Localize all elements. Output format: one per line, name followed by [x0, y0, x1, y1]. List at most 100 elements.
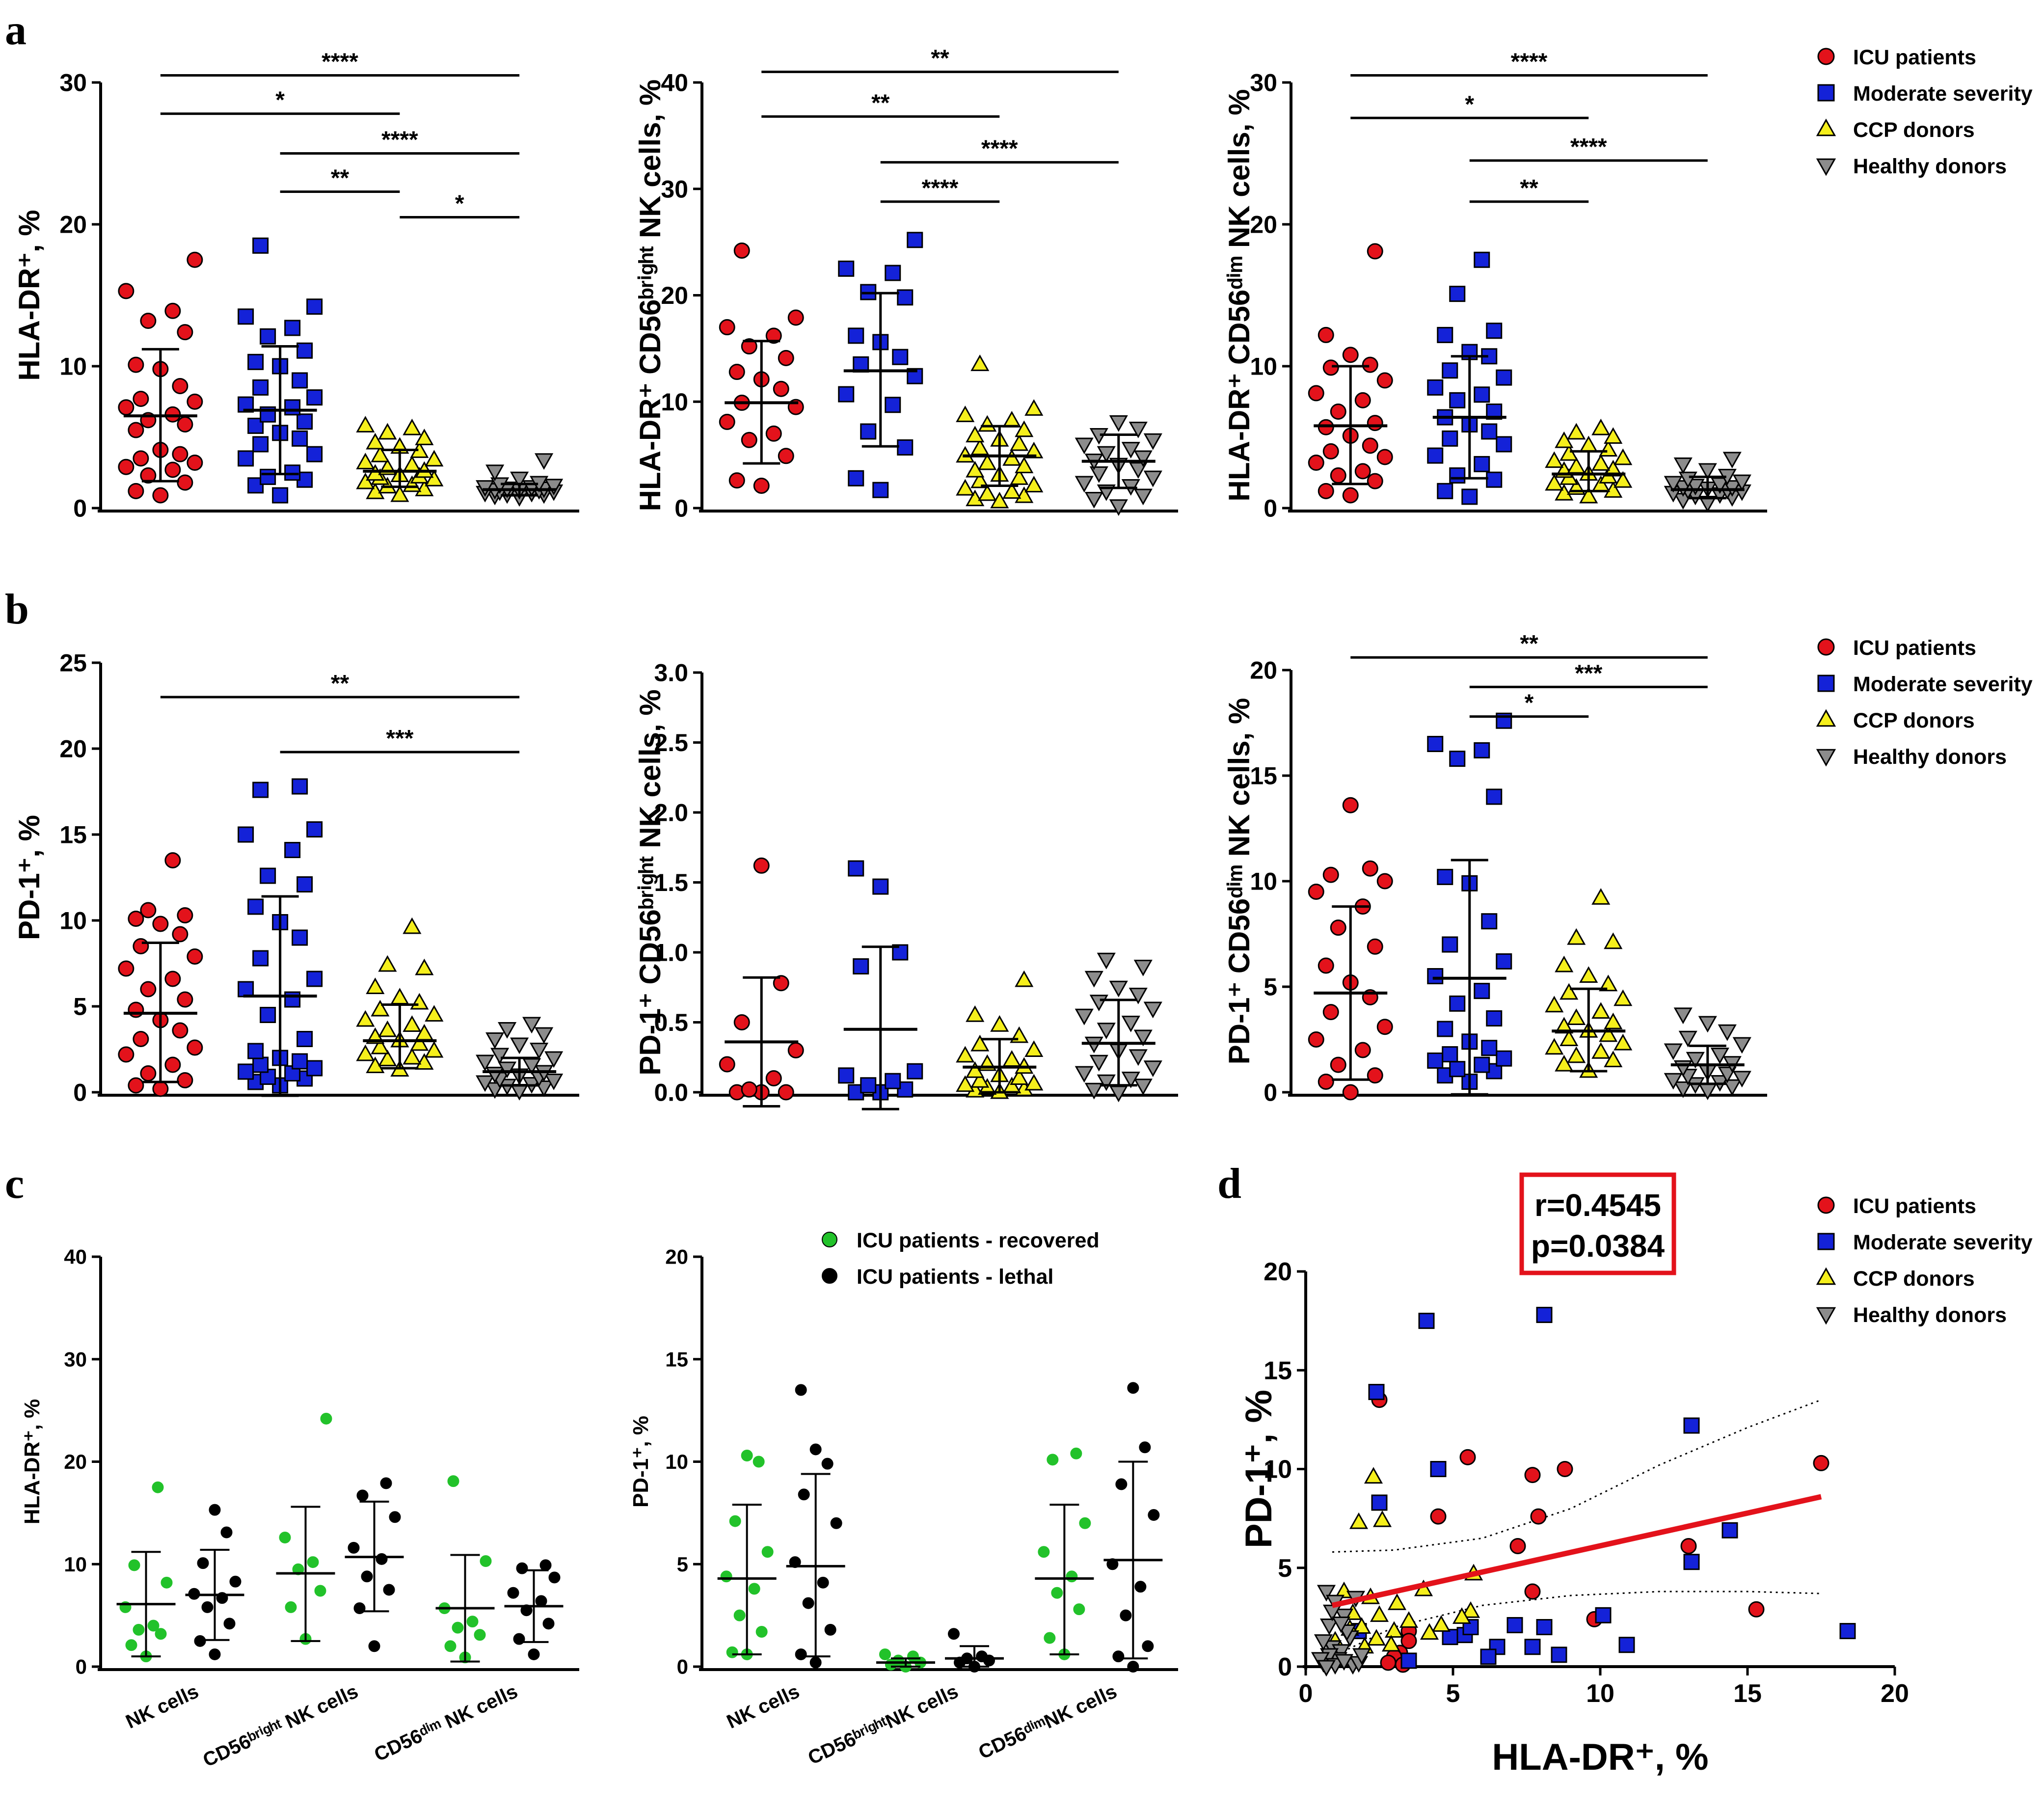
significance-label: **** — [322, 49, 358, 75]
data-point — [1115, 1478, 1128, 1490]
data-point — [1427, 968, 1444, 984]
data-point — [1038, 1546, 1050, 1558]
data-point — [860, 423, 877, 440]
data-point — [753, 477, 770, 494]
data-point — [410, 1034, 429, 1051]
data-point — [1084, 1082, 1103, 1100]
data-point — [1555, 1054, 1574, 1072]
data-point — [516, 1562, 528, 1574]
data-point — [1139, 1441, 1151, 1454]
data-point — [1127, 1382, 1139, 1394]
significance-label: *** — [386, 726, 413, 752]
data-point — [284, 991, 301, 1008]
data-point — [164, 971, 181, 987]
significance-label: ** — [1520, 631, 1538, 657]
legend-marker — [1817, 1196, 1835, 1214]
data-point — [1368, 1384, 1385, 1401]
data-point — [1070, 1447, 1082, 1459]
data-point — [892, 349, 909, 365]
data-point — [1474, 983, 1490, 999]
data-point — [292, 778, 308, 795]
data-point — [1698, 463, 1717, 480]
data-point — [1813, 1455, 1829, 1471]
data-point — [1002, 449, 1022, 466]
data-point — [1506, 1617, 1523, 1633]
data-point — [1319, 1618, 1339, 1635]
data-point — [1354, 392, 1371, 408]
data-point — [425, 450, 444, 467]
data-point — [490, 1048, 510, 1065]
data-point — [548, 1571, 561, 1584]
data-point — [1376, 873, 1393, 890]
y-tick-label: 15 — [59, 821, 87, 849]
data-point — [1367, 1629, 1386, 1646]
data-point — [778, 448, 794, 464]
data-point — [544, 1051, 564, 1068]
data-point — [133, 390, 149, 407]
legend-label: ICU patients — [1853, 46, 1976, 69]
data-point — [535, 1027, 554, 1044]
data-point — [1461, 488, 1478, 505]
data-point — [729, 1515, 741, 1527]
data-point — [1686, 479, 1705, 496]
data-point — [1380, 1654, 1397, 1671]
data-point — [1722, 1079, 1742, 1096]
data-point — [741, 432, 757, 448]
data-point — [306, 389, 323, 406]
y-axis-label: HLA-DR⁺ CD56ᵈⁱᵐ NK cells, % — [1223, 89, 1256, 502]
data-point — [140, 313, 157, 329]
data-point — [956, 1046, 975, 1063]
data-point — [378, 423, 397, 440]
data-point — [765, 327, 782, 344]
y-tick-label: 10 — [665, 1450, 688, 1473]
data-point — [1555, 1017, 1574, 1034]
data-point — [1121, 442, 1140, 459]
data-point — [1089, 1054, 1108, 1072]
data-point — [1352, 1648, 1372, 1665]
data-point — [485, 1032, 505, 1049]
data-point — [252, 950, 269, 967]
data-point — [490, 477, 510, 494]
data-point — [1097, 1023, 1116, 1040]
data-point — [209, 1504, 221, 1516]
data-point — [415, 958, 434, 975]
data-point — [415, 429, 434, 445]
y-tick-label: 10 — [64, 1553, 87, 1576]
data-point — [118, 459, 134, 475]
data-point — [155, 1628, 167, 1640]
data-point — [1134, 1581, 1147, 1593]
data-point — [296, 413, 313, 430]
data-point — [371, 445, 390, 462]
significance-label: * — [455, 191, 464, 217]
y-tick-label: 20 — [1250, 657, 1277, 684]
data-point — [728, 472, 745, 489]
data-point — [1342, 487, 1359, 504]
data-point — [789, 1556, 801, 1568]
data-point — [1381, 1635, 1401, 1652]
data-point — [1604, 459, 1623, 477]
data-point — [378, 1020, 397, 1037]
data-point — [1722, 452, 1742, 469]
data-point — [879, 1648, 891, 1660]
data-point — [1367, 415, 1383, 432]
data-point — [1579, 966, 1598, 983]
x-tick-label: 10 — [1586, 1679, 1614, 1708]
data-point — [1109, 1085, 1128, 1103]
y-tick-label: 20 — [661, 282, 688, 309]
y-tick-label: 0.5 — [654, 1009, 688, 1036]
data-point — [892, 944, 909, 961]
y-tick-label: 30 — [64, 1348, 87, 1371]
y-tick-label: 0.0 — [654, 1079, 688, 1107]
data-point — [1449, 1061, 1466, 1078]
data-point — [1121, 1016, 1140, 1032]
data-point — [897, 439, 914, 456]
data-point — [118, 399, 134, 416]
data-point — [773, 975, 789, 992]
y-tick-label: 10 — [661, 388, 688, 416]
data-point — [306, 298, 323, 315]
data-point — [885, 265, 901, 281]
data-point — [1002, 482, 1022, 499]
